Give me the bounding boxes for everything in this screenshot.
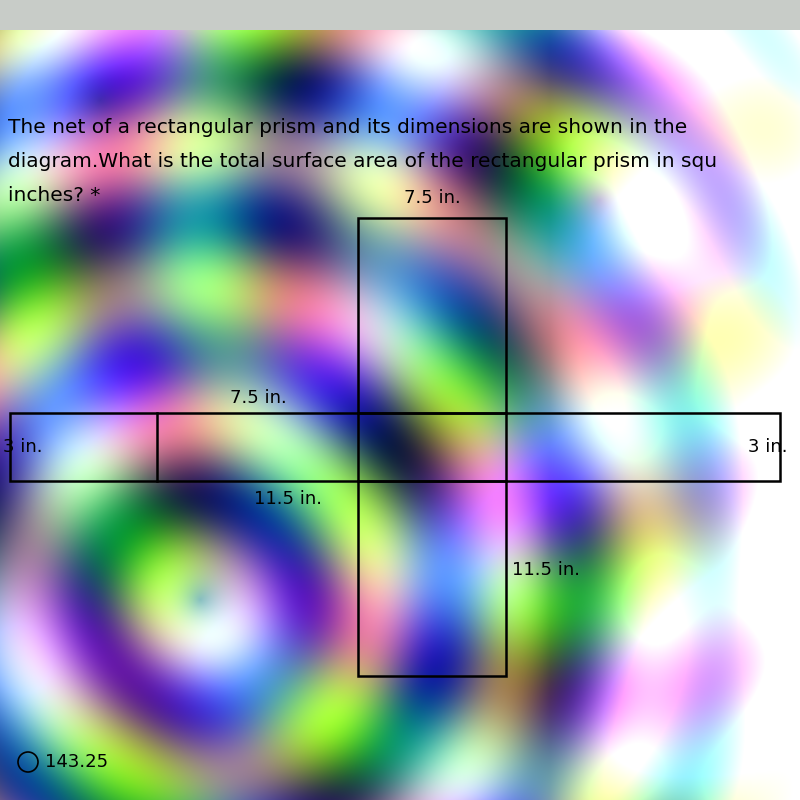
Text: 143.25: 143.25 [45, 753, 108, 771]
Text: 7.5 in.: 7.5 in. [230, 389, 286, 407]
Bar [0, 0, 800, 30]
Bar [10, 413, 780, 481]
Text: 3 in.: 3 in. [3, 438, 42, 456]
Text: 11.5 in.: 11.5 in. [512, 561, 580, 579]
Bar [358, 481, 506, 676]
Text: 11.5 in.: 11.5 in. [254, 490, 322, 508]
Text: 3 in.: 3 in. [749, 438, 788, 456]
Text: inches? *: inches? * [8, 186, 100, 205]
Text: The net of a rectangular prism and its dimensions are shown in the: The net of a rectangular prism and its d… [8, 118, 687, 137]
Text: diagram.What is the total surface area of the rectangular prism in squ: diagram.What is the total surface area o… [8, 152, 717, 171]
Bar [358, 218, 506, 413]
Text: 7.5 in.: 7.5 in. [404, 189, 460, 207]
